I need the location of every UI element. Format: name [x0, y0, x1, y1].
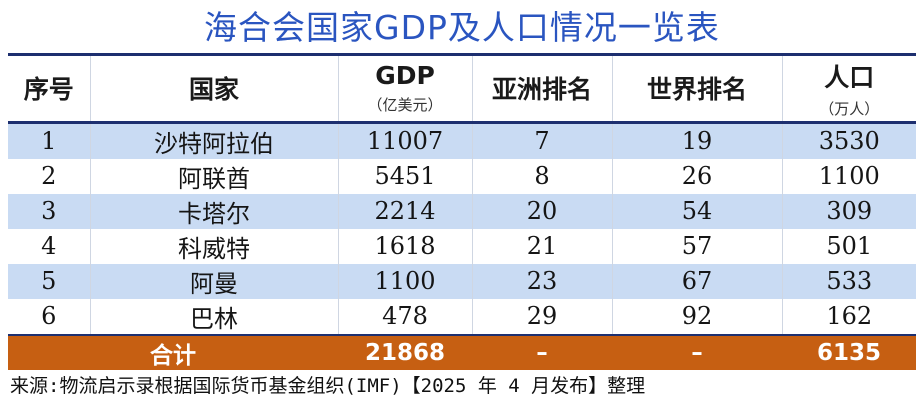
cell-asia-rank: 21 [472, 228, 613, 264]
cell-asia-rank: 20 [472, 193, 613, 229]
cell-country: 巴林 [90, 298, 339, 335]
cell-index: 6 [8, 298, 91, 335]
total-gdp: 21868 [338, 333, 472, 370]
table-row: 1 沙特阿拉伯 11007 7 19 3530 [8, 122, 916, 159]
cell-country: 科威特 [90, 228, 339, 264]
table-row: 3 卡塔尔 2214 20 54 309 [8, 193, 916, 229]
cell-asia-rank: 29 [472, 298, 613, 335]
table-row: 4 科威特 1618 21 57 501 [8, 228, 916, 264]
cell-world-rank: 26 [612, 158, 783, 194]
header-population-label: 人口 [824, 62, 875, 92]
header-world-rank: 世界排名 [612, 56, 783, 124]
cell-gdp: 1618 [338, 228, 473, 264]
header-country: 国家 [90, 56, 339, 124]
cell-asia-rank: 23 [472, 263, 613, 299]
header-country-label: 国家 [188, 75, 239, 105]
cell-gdp: 478 [338, 298, 473, 335]
cell-gdp: 5451 [338, 158, 473, 194]
table-header: 序号 国家 GDP （亿美元） 亚洲排名 世界排名 人口 （万人） [8, 56, 916, 124]
table-row: 5 阿曼 1100 23 67 533 [8, 263, 916, 299]
table-body: 1 沙特阿拉伯 11007 7 19 3530 2 阿联酋 5451 8 26 … [8, 122, 916, 370]
cell-country: 沙特阿拉伯 [90, 122, 339, 159]
header-gdp-unit: （亿美元） [367, 96, 443, 115]
cell-asia-rank: 8 [472, 158, 613, 194]
cell-world-rank: 67 [612, 263, 783, 299]
cell-index: 3 [8, 193, 91, 229]
header-index: 序号 [8, 56, 91, 124]
cell-population: 533 [782, 263, 916, 299]
page-title: 海合会国家GDP及人口情况一览表 [204, 8, 720, 47]
total-label: 合计 [8, 333, 338, 370]
cell-gdp: 1100 [338, 263, 473, 299]
cell-index: 5 [8, 263, 91, 299]
header-row: 序号 国家 GDP （亿美元） 亚洲排名 世界排名 人口 （万人） [8, 56, 916, 124]
header-asia-rank: 亚洲排名 [472, 56, 613, 124]
total-population: 6135 [782, 333, 916, 370]
title-divider [8, 53, 916, 56]
cell-gdp: 11007 [338, 122, 473, 159]
header-world-rank-label: 世界排名 [646, 75, 747, 105]
total-world-rank: – [612, 333, 782, 370]
cell-asia-rank: 7 [472, 122, 613, 159]
cell-population: 501 [782, 228, 916, 264]
header-asia-rank-label: 亚洲排名 [491, 75, 592, 105]
cell-index: 1 [8, 122, 91, 159]
header-gdp: GDP （亿美元） [338, 56, 473, 124]
cell-population: 162 [782, 298, 916, 335]
cell-country: 阿曼 [90, 263, 339, 299]
cell-country: 卡塔尔 [90, 193, 339, 229]
header-index-label: 序号 [23, 75, 74, 105]
cell-gdp: 2214 [338, 193, 473, 229]
cell-population: 309 [782, 193, 916, 229]
cell-index: 4 [8, 228, 91, 264]
source-note: 来源:物流启示录根据国际货币基金组织(IMF)【2025 年 4 月发布】整理 [10, 375, 646, 397]
cell-population: 3530 [782, 122, 916, 159]
cell-world-rank: 92 [612, 298, 783, 335]
cell-world-rank: 19 [612, 122, 783, 159]
total-row: 合计 21868 – – 6135 [8, 333, 916, 370]
total-asia-rank: – [472, 333, 612, 370]
cell-world-rank: 57 [612, 228, 783, 264]
cell-world-rank: 54 [612, 193, 783, 229]
cell-country: 阿联酋 [90, 158, 339, 194]
gcc-table: 序号 国家 GDP （亿美元） 亚洲排名 世界排名 人口 （万人） 1 沙特阿拉… [8, 56, 916, 370]
header-population: 人口 （万人） [782, 56, 916, 124]
header-population-unit: （万人） [819, 99, 880, 118]
table-row: 2 阿联酋 5451 8 26 1100 [8, 158, 916, 194]
cell-population: 1100 [782, 158, 916, 194]
header-gdp-label: GDP [375, 61, 435, 91]
cell-index: 2 [8, 158, 91, 194]
table-row: 6 巴林 478 29 92 162 [8, 298, 916, 335]
